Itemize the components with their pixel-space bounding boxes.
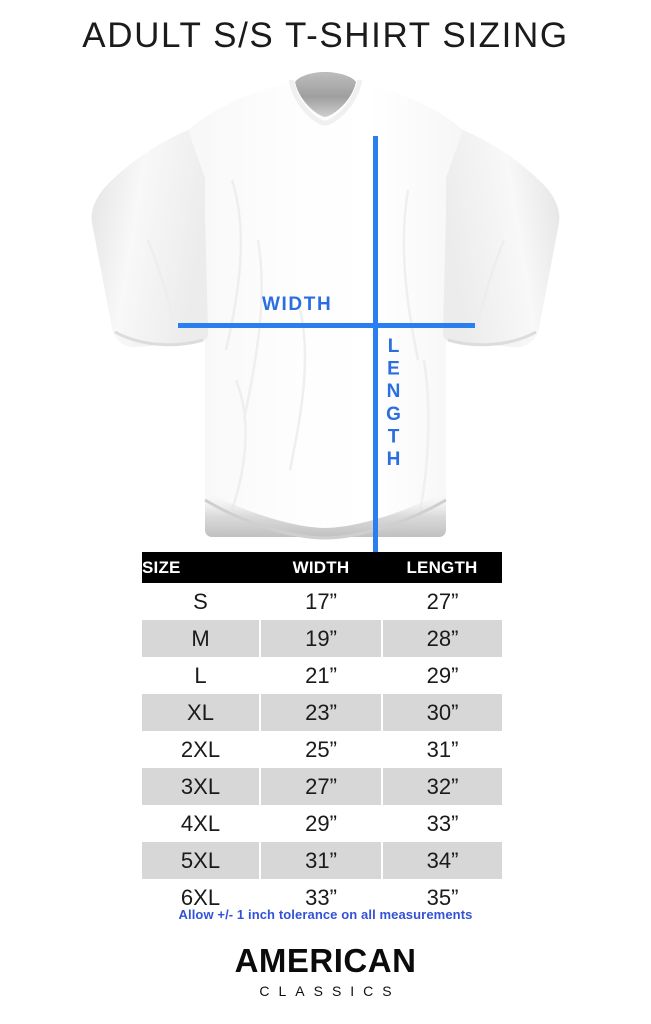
- cell-length: 34”: [382, 842, 502, 879]
- cell-width: 23”: [260, 694, 383, 731]
- table-row: S 17” 27”: [142, 583, 502, 620]
- brand-name-secondary: CLASSICS: [259, 983, 401, 999]
- size-table-body: S 17” 27” M 19” 28” L 21” 29” XL 23”: [142, 583, 502, 916]
- table-row: XL 23” 30”: [142, 694, 502, 731]
- column-header-length: LENGTH: [382, 552, 502, 583]
- table-row: 6XL 33” 35”: [142, 879, 502, 916]
- cell-size: M: [142, 620, 261, 657]
- tolerance-note: Allow +/- 1 inch tolerance on all measur…: [178, 907, 473, 922]
- cell-size: 6XL: [142, 879, 261, 916]
- table-header-row: SIZE WIDTH LENGTH: [142, 552, 502, 583]
- table-row: 2XL 25” 31”: [142, 731, 502, 768]
- cell-size: XL: [142, 694, 261, 731]
- cell-size: 2XL: [142, 731, 261, 768]
- table-row: M 19” 28”: [142, 620, 502, 657]
- size-table-head: SIZE WIDTH LENGTH: [142, 552, 502, 583]
- table-row: 4XL 29” 33”: [142, 805, 502, 842]
- collar-ribbing: [288, 79, 363, 126]
- hem-edge: [204, 498, 447, 540]
- shirt-hem: [205, 490, 446, 537]
- cell-length: 33”: [382, 805, 502, 842]
- column-header-width: WIDTH: [260, 552, 382, 583]
- cell-length: 29”: [382, 657, 502, 694]
- tshirt-diagram: WIDTH LENGTH: [0, 60, 651, 598]
- table-row: L 21” 29”: [142, 657, 502, 694]
- shirt-body: [140, 82, 511, 537]
- cell-size: 5XL: [142, 842, 261, 879]
- shirt-sleeve-right: [442, 130, 560, 348]
- cell-size: L: [142, 657, 261, 694]
- cell-width: 19”: [260, 620, 383, 657]
- cell-width: 21”: [260, 657, 383, 694]
- cell-width: 29”: [260, 805, 383, 842]
- cell-width: 17”: [260, 583, 383, 620]
- length-measurement-line: [373, 136, 378, 598]
- width-measurement-label: WIDTH: [262, 294, 333, 315]
- cell-width: 33”: [260, 879, 383, 916]
- cell-width: 25”: [260, 731, 383, 768]
- cell-length: 28”: [382, 620, 502, 657]
- page-title: ADULT S/S T-SHIRT SIZING: [82, 16, 569, 55]
- cell-length: 32”: [382, 768, 502, 805]
- length-measurement-label: LENGTH: [383, 336, 404, 472]
- size-table: SIZE WIDTH LENGTH S 17” 27” M 19” 28” L: [142, 552, 502, 916]
- cell-length: 27”: [382, 583, 502, 620]
- cell-width: 31”: [260, 842, 383, 879]
- cell-size: 3XL: [142, 768, 261, 805]
- cell-length: 31”: [382, 731, 502, 768]
- table-row: 3XL 27” 32”: [142, 768, 502, 805]
- cell-length: 30”: [382, 694, 502, 731]
- cell-size: S: [142, 583, 261, 620]
- brand-name-primary: AMERICAN: [234, 942, 417, 979]
- table-row: 5XL 31” 34”: [142, 842, 502, 879]
- shirt-collar: [295, 72, 356, 117]
- cell-length: 35”: [382, 879, 502, 916]
- cell-size: 4XL: [142, 805, 261, 842]
- brand-logo: AMERICAN CLASSICS: [0, 944, 651, 998]
- cell-width: 27”: [260, 768, 383, 805]
- column-header-size: SIZE: [142, 552, 260, 583]
- shirt-sleeve-left: [91, 130, 209, 348]
- width-measurement-line: [178, 323, 475, 328]
- size-table-container: SIZE WIDTH LENGTH S 17” 27” M 19” 28” L: [142, 552, 502, 916]
- tshirt-illustration: [91, 72, 560, 540]
